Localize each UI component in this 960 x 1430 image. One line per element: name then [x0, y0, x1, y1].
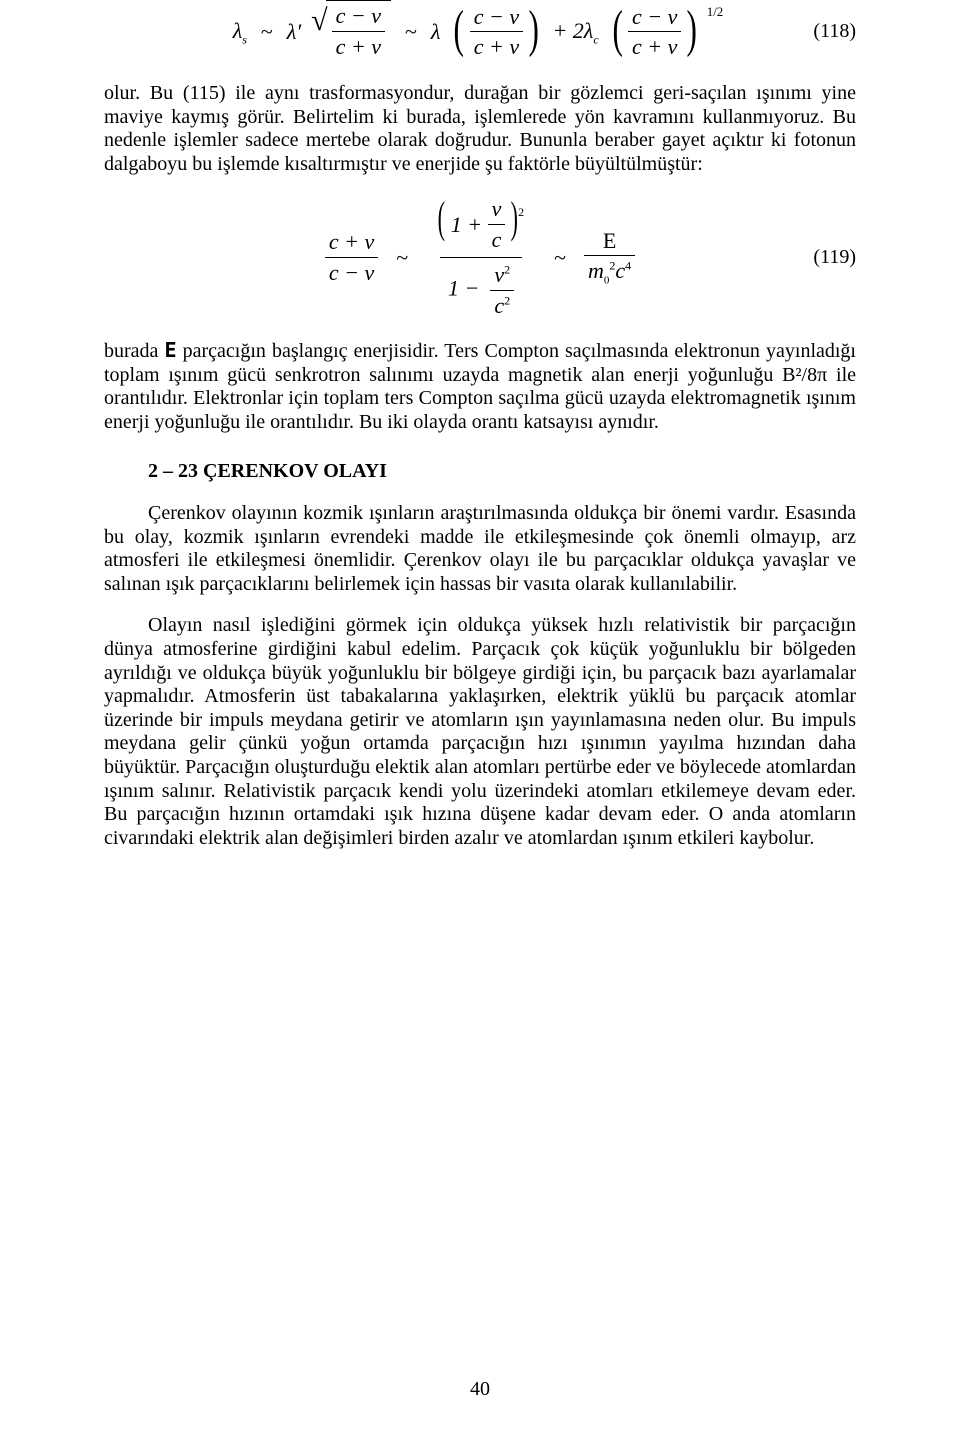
eq119-v2: v2: [490, 262, 514, 290]
equation-119-content: c + v c − v ~ ( 1 + v c: [325, 194, 635, 321]
eq119-v: v: [488, 196, 506, 224]
tilde: ~: [550, 245, 570, 271]
equation-118: λs ~ λ′ √ c − v c + v ~ λ ( c − v: [104, 0, 856, 64]
paragraph-3: Çerenkov olayının kozmik ışınların araşt…: [104, 502, 856, 596]
paragraph-4: Olayın nasıl işlediğini görmek için oldu…: [104, 614, 856, 850]
eq119-frac1: c + v c − v: [325, 229, 378, 286]
eq118-frac1-den: c + v: [332, 31, 385, 60]
para2-rest: parçacığın başlangıç enerjisidir. Ters C…: [104, 340, 856, 433]
eq119-frac1-num: c + v: [325, 229, 378, 257]
tilde: ~: [401, 19, 421, 45]
eq118-plus-term-sub: c: [593, 32, 598, 46]
eq119-c2: c2: [490, 290, 514, 319]
eq118-lambda2: λ: [431, 19, 441, 45]
eq119-E: E: [584, 228, 635, 256]
para2-prefix: burada: [104, 340, 165, 362]
eq119-bigfrac: ( 1 + v c ) 2 1 − v2: [426, 194, 536, 321]
eq118-paren1: ( c − v c + v ): [450, 4, 542, 61]
eq119-numerator-paren: ( 1 + v c ): [434, 196, 522, 253]
eq118-lambda-s: λs: [233, 18, 247, 47]
equation-119-number: (119): [813, 246, 856, 270]
eq118-frac3-num: c − v: [628, 4, 681, 32]
eq119-frac3: E m02c4: [584, 228, 635, 288]
equation-118-number: (118): [813, 20, 856, 44]
eq118-lambda-prime: λ′: [287, 19, 301, 45]
eq118-exponent: 1/2: [707, 4, 724, 19]
eq118-frac1-num: c − v: [332, 3, 385, 31]
tilde: ~: [257, 19, 277, 45]
equation-119: c + v c − v ~ ( 1 + v c: [104, 194, 856, 321]
eq118-frac2-den: c + v: [470, 31, 523, 60]
paragraph-1: olur. Bu (115) ile aynı trasformasyondur…: [104, 82, 856, 176]
eq119-c: c: [488, 224, 506, 253]
eq118-lambda-s-sub: s: [242, 32, 247, 46]
eq119-one-plus: 1 +: [451, 212, 482, 238]
section-heading: 2 – 23 ÇERENKOV OLAYI: [104, 460, 856, 484]
eq118-plus-term: + 2λc: [552, 18, 598, 47]
paragraph-2: burada E parçacığın başlangıç enerjisidi…: [104, 339, 856, 434]
eq119-frac1-den: c − v: [325, 257, 378, 286]
eq118-paren2: ( c − v c + v ): [609, 4, 701, 61]
eq118-frac3-den: c + v: [628, 31, 681, 60]
para2-E-symbol: E: [165, 338, 177, 362]
page-number: 40: [0, 1378, 960, 1402]
eq119-m0c4: m02c4: [584, 255, 635, 287]
eq118-frac2-num: c − v: [470, 4, 523, 32]
eq119-one-minus: 1 −: [448, 276, 479, 301]
tilde: ~: [392, 245, 412, 271]
eq118-sqrt: √ c − v c + v: [311, 0, 391, 64]
equation-118-content: λs ~ λ′ √ c − v c + v ~ λ ( c − v: [233, 0, 728, 64]
